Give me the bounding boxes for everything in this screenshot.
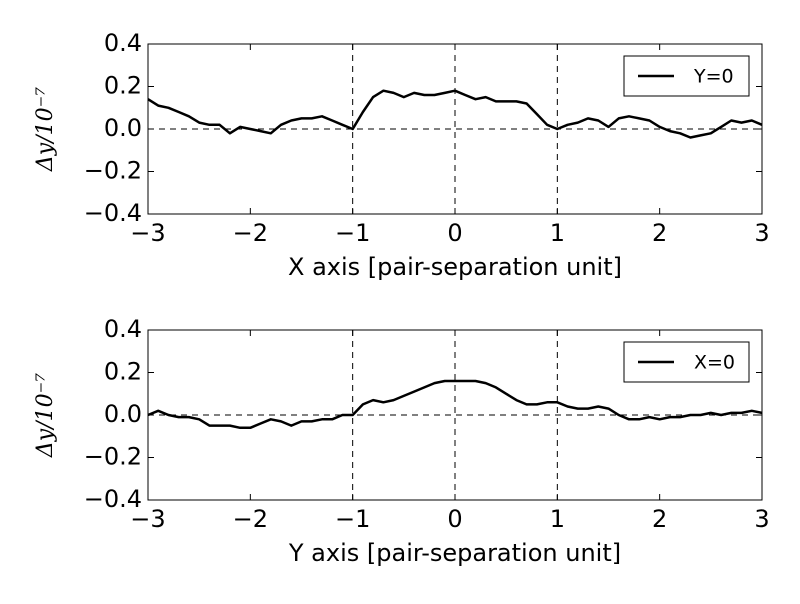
x-tick-label: −2: [233, 505, 268, 533]
y-tick-label: −0.2: [84, 443, 142, 471]
x-tick-label: 0: [447, 505, 462, 533]
y-tick-label: −0.2: [84, 157, 142, 185]
y-tick-label: 0.0: [104, 400, 142, 428]
y-tick-label: 0.4: [104, 315, 142, 343]
y-tick-label: 0.4: [104, 29, 142, 57]
x-tick-label: 3: [754, 505, 769, 533]
x-tick-label: 2: [652, 505, 667, 533]
x-tick-label: −1: [335, 505, 370, 533]
subplot: −3 −2 −1 0 1 2 3 −0.4 −0.2 0.0 0.2 0.4 X axis [pair-…: [33, 29, 770, 281]
x-tick-label: 1: [550, 219, 565, 247]
x-tick-label: −3: [130, 219, 165, 247]
y-tick-label: −0.4: [84, 485, 142, 513]
x-axis-label: X axis [pair-separation unit]: [288, 253, 622, 281]
y-axis-label: Δy/10⁻⁷: [33, 87, 58, 172]
x-axis-label: Y axis [pair-separation unit]: [288, 539, 621, 567]
y-tick-label: −0.4: [84, 199, 142, 227]
x-tick-label: −1: [335, 219, 370, 247]
x-tick-label: −2: [233, 219, 268, 247]
subplot: −3 −2 −1 0 1 2 3 −0.4 −0.2 0.0 0.2 0.4 Y axis [pair-…: [33, 315, 770, 567]
x-tick-label: −3: [130, 505, 165, 533]
x-tick-label: 2: [652, 219, 667, 247]
data-line: [147, 379, 763, 430]
y-tick-label: 0.2: [104, 358, 142, 386]
legend-label: Y=0: [693, 66, 734, 88]
y-tick-label: 0.0: [104, 114, 142, 142]
x-tick-label: 1: [550, 505, 565, 533]
legend-label: X=0: [694, 352, 735, 374]
x-tick-label: 0: [447, 219, 462, 247]
y-axis-label: Δy/10⁻⁷: [33, 373, 58, 458]
data-line: [147, 89, 763, 139]
y-tick-label: 0.2: [104, 72, 142, 100]
x-tick-label: 3: [754, 219, 769, 247]
